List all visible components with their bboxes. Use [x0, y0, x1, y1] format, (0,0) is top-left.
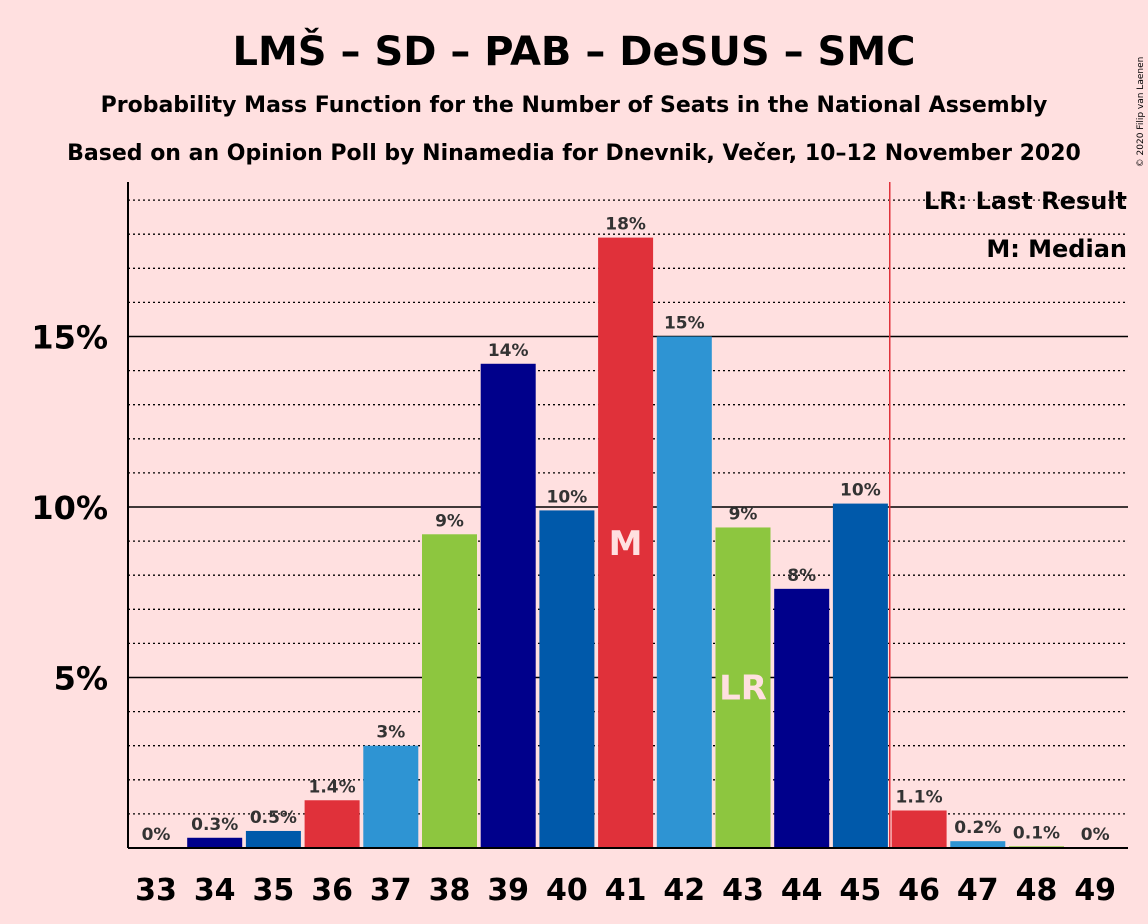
bar	[774, 588, 830, 848]
data-label: 15%	[664, 314, 705, 334]
axis-layer: 5% 10% 15% 33 34 35 36 37 38 39 40 41 42 43 44 45 46 47 48…	[31, 182, 1128, 908]
x-tick-label: 46	[898, 873, 940, 908]
bar	[832, 503, 888, 848]
data-label: 10%	[547, 487, 588, 507]
x-tick-label: 37	[370, 873, 412, 908]
x-tick-label: 42	[663, 873, 705, 908]
x-tick-label: 43	[722, 873, 764, 908]
data-label: 9%	[435, 511, 464, 531]
x-tick-label: 33	[135, 873, 177, 908]
bar	[891, 810, 947, 848]
chart-subtitle-1: Probability Mass Function for the Number…	[101, 93, 1048, 118]
data-label: 1.1%	[896, 787, 943, 807]
median-marker: M	[609, 524, 643, 564]
data-label: 0%	[142, 825, 171, 845]
chart-title: LMŠ – SD – PAB – DeSUS – SMC	[232, 27, 915, 75]
y-tick-label: 10%	[31, 489, 108, 527]
x-tick-label: 47	[957, 873, 999, 908]
data-label: 0.1%	[1013, 823, 1060, 843]
data-label: 1.4%	[309, 777, 356, 797]
x-tick-label: 45	[840, 873, 882, 908]
data-label: 3%	[376, 723, 405, 743]
x-tick-label: 44	[781, 873, 823, 908]
x-tick-label: 35	[253, 873, 295, 908]
bars-layer: 0% 0.3% 0.5% 1.4% 3% 9% 14% 10% 18% 15% 9% 8% 10% 1.1…	[142, 182, 1110, 849]
x-tick-label: 34	[194, 873, 236, 908]
bar	[539, 510, 595, 848]
x-tick-label: 36	[311, 873, 353, 908]
legend-median: M: Median	[986, 235, 1127, 263]
bar	[363, 745, 419, 848]
bar	[950, 841, 1006, 848]
data-label: 0.2%	[954, 818, 1001, 838]
x-tick-label: 40	[546, 873, 588, 908]
copyright-text: © 2020 Filip van Laenen	[1136, 57, 1146, 168]
bar	[187, 837, 243, 848]
y-tick-label: 15%	[31, 319, 108, 357]
bar	[304, 800, 360, 848]
x-tick-label: 48	[1016, 873, 1058, 908]
last-result-marker: LR	[719, 669, 767, 709]
data-label: 10%	[840, 481, 881, 501]
bar	[245, 830, 301, 848]
chart-subtitle-2: Based on an Opinion Poll by Ninamedia fo…	[67, 141, 1081, 166]
data-label: 18%	[605, 215, 646, 235]
bar	[480, 363, 536, 848]
bar	[656, 336, 712, 848]
data-label: 9%	[729, 504, 758, 524]
x-tick-label: 41	[605, 873, 647, 908]
x-tick-label: 49	[1074, 873, 1116, 908]
data-label: 0.5%	[250, 808, 297, 828]
bar	[598, 237, 654, 849]
legend-last-result: LR: Last Result	[924, 187, 1127, 215]
y-tick-label: 5%	[54, 660, 108, 698]
bar	[422, 534, 477, 848]
data-label: 14%	[488, 341, 529, 361]
data-label: 0.3%	[191, 815, 238, 835]
bar	[715, 527, 771, 848]
data-label: 8%	[787, 566, 816, 586]
data-label: 0%	[1081, 825, 1110, 845]
x-tick-label: 39	[487, 873, 529, 908]
x-tick-label: 38	[429, 873, 471, 908]
